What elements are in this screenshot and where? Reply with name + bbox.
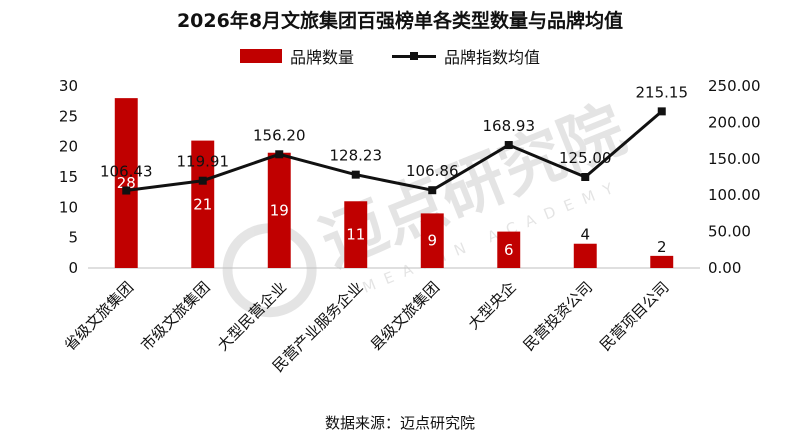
y-left-tick-label: 25 <box>59 107 78 125</box>
line-point-marker <box>275 150 284 159</box>
y-right-tick-label: 50.00 <box>708 223 751 241</box>
line-point-marker <box>428 186 437 195</box>
y-left-tick-label: 5 <box>68 229 78 247</box>
bar <box>344 201 368 268</box>
series-line <box>126 110 663 193</box>
y-left-tick-label: 15 <box>59 168 78 186</box>
legend-line-swatch <box>392 49 436 63</box>
line-point-label: 106.86 <box>406 162 459 180</box>
legend: 品牌数量 品牌指数均值 <box>0 44 800 68</box>
y-left-tick-label: 0 <box>68 259 78 277</box>
line-point-marker <box>504 141 513 150</box>
y-right-tick-label: 100.00 <box>708 186 761 204</box>
y-right-tick-label: 0.00 <box>708 259 741 277</box>
line-point-label: 128.23 <box>330 147 383 165</box>
chart-title: 2026年8月文旅集团百强榜单各类型数量与品牌均值 <box>176 10 624 32</box>
legend-bar-label: 品牌数量 <box>290 48 355 67</box>
legend-line-label: 品牌指数均值 <box>444 48 541 67</box>
line-point-label: 125.00 <box>559 149 612 167</box>
bar-value-label: 4 <box>580 226 590 244</box>
legend-item-line: 品牌指数均值 <box>392 44 540 68</box>
line-point-label: 106.43 <box>100 163 153 181</box>
line-point-label: 168.93 <box>483 117 536 135</box>
line-point-marker <box>657 107 666 116</box>
bar <box>420 213 444 268</box>
line-point-marker <box>122 186 131 195</box>
line-point-label: 156.20 <box>253 126 306 144</box>
x-category-label: 民营投资公司 <box>520 278 596 354</box>
line-point-marker <box>581 173 590 181</box>
source-note: 数据来源：迈点研究院 <box>324 414 475 432</box>
x-category-label: 省级文旅集团 <box>61 278 137 354</box>
x-category-label: 民营项目公司 <box>596 278 672 354</box>
bar-value-label: 21 <box>193 195 212 213</box>
line-point-marker <box>198 176 207 185</box>
legend-bar-swatch <box>240 49 282 63</box>
bar-value-label: 28 <box>117 174 136 192</box>
bar-value-label: 2 <box>657 238 667 256</box>
bar <box>573 243 597 268</box>
line-point-label: 215.15 <box>636 83 689 101</box>
watermark-logo-icon <box>222 223 317 318</box>
y-right-tick-label: 200.00 <box>708 113 761 131</box>
legend-item-bar: 品牌数量 <box>240 44 354 68</box>
bar <box>497 231 521 268</box>
y-left-tick-label: 10 <box>59 198 78 216</box>
y-right-tick-label: 250.00 <box>708 77 761 95</box>
line-point-marker <box>351 170 360 179</box>
bar <box>191 140 215 268</box>
y-left-tick-label: 30 <box>59 77 78 95</box>
bar-value-label: 9 <box>427 232 437 250</box>
y-right-tick-label: 150.00 <box>708 150 761 168</box>
line-point-label: 119.91 <box>177 153 230 171</box>
y-left-tick-label: 20 <box>59 138 78 156</box>
bar <box>267 152 291 268</box>
bar-value-label: 11 <box>346 226 365 244</box>
x-category-label: 市级文旅集团 <box>137 278 213 354</box>
line-series: 106.43 119.91 156.20 128.23 106.86 168.93 125.… <box>100 83 689 195</box>
bar-value-label: 6 <box>504 241 514 259</box>
bar <box>650 255 674 268</box>
bar-value-label: 19 <box>270 201 289 219</box>
bar <box>114 98 138 268</box>
bar-series: 28 21 19 11 9 6 4 2 <box>114 98 674 268</box>
x-category-label: 大型央企 <box>464 278 519 333</box>
